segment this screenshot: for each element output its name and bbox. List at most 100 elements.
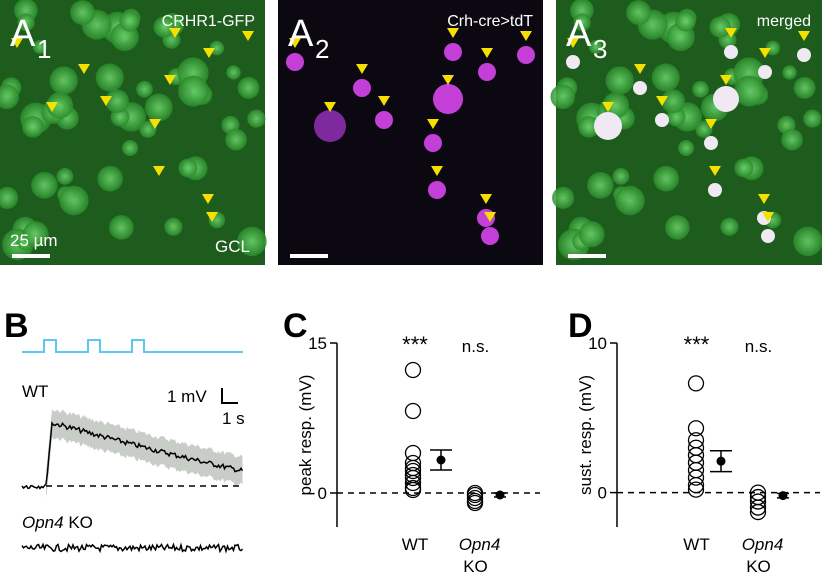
arrowhead xyxy=(206,212,218,222)
cell xyxy=(758,65,772,79)
arrowhead xyxy=(378,96,390,106)
cell xyxy=(226,65,241,80)
panel-letter: B xyxy=(4,307,29,345)
panel-letter: D xyxy=(568,307,593,345)
arrowhead xyxy=(46,102,58,112)
cell xyxy=(353,79,371,97)
cell xyxy=(765,40,781,56)
cell xyxy=(626,0,651,25)
cell xyxy=(70,0,95,25)
trace-label-rest: KO xyxy=(68,513,93,532)
arrowhead xyxy=(720,75,732,85)
cell xyxy=(32,39,47,54)
cell xyxy=(46,92,74,119)
arrowhead xyxy=(100,96,112,106)
cell xyxy=(588,39,603,54)
arrowhead xyxy=(431,166,443,176)
data-point xyxy=(466,494,484,512)
arrowhead xyxy=(324,102,336,112)
x-tick-label: WT xyxy=(683,535,709,554)
arrowhead xyxy=(78,64,90,74)
cell xyxy=(793,226,822,257)
scale-label: 25 µm xyxy=(10,231,58,250)
data-point xyxy=(404,402,422,420)
cell xyxy=(651,63,680,92)
cell xyxy=(803,109,822,128)
cell xyxy=(444,43,462,61)
x-tick-label-line: KO xyxy=(746,557,771,576)
annotation: n.s. xyxy=(462,337,489,356)
y-tick-label: 0 xyxy=(318,484,327,503)
cell xyxy=(797,48,811,62)
cell xyxy=(578,221,605,248)
cell xyxy=(552,186,575,209)
arrowhead xyxy=(520,31,532,41)
panel-subscript: 3 xyxy=(593,34,607,64)
cell xyxy=(314,110,346,142)
cell xyxy=(709,16,731,38)
cell xyxy=(122,139,139,157)
cell xyxy=(594,112,622,140)
x-tick-label: Opn4 KO xyxy=(459,535,501,576)
arrowhead xyxy=(762,212,774,222)
x-tick-label-line: Opn4 xyxy=(459,535,501,554)
arrowhead xyxy=(202,194,214,204)
cell xyxy=(661,89,685,114)
x-tick-label-line: KO xyxy=(463,557,488,576)
arrowhead xyxy=(725,28,737,38)
arrowhead xyxy=(427,119,439,129)
cell xyxy=(781,128,803,151)
panel-letter: A xyxy=(288,13,314,55)
cell xyxy=(247,109,266,128)
image-caption: CRHR1-GFP xyxy=(162,13,255,30)
data-point xyxy=(687,420,705,437)
trace-ko xyxy=(21,542,244,554)
trace-label-italic: Opn4 xyxy=(22,513,64,532)
cell xyxy=(17,13,35,32)
cell xyxy=(433,84,463,114)
cell xyxy=(605,66,634,95)
cell xyxy=(602,92,630,119)
cell xyxy=(49,66,78,95)
cell xyxy=(481,227,499,245)
cell xyxy=(782,65,797,80)
cell xyxy=(424,134,442,152)
annotation: *** xyxy=(402,332,428,357)
cell xyxy=(734,158,754,178)
cell xyxy=(109,215,134,240)
arrowhead xyxy=(356,64,368,74)
cell xyxy=(22,221,49,248)
arrowhead xyxy=(480,194,492,204)
cell xyxy=(95,63,124,92)
cell xyxy=(633,81,647,95)
trace-label: WT xyxy=(22,382,48,401)
mean-point xyxy=(436,455,446,465)
panel-subscript: 1 xyxy=(37,34,51,64)
x-tick-label: Opn4 KO xyxy=(742,535,784,576)
trace-sem xyxy=(46,408,243,498)
cell xyxy=(286,53,304,71)
cell xyxy=(587,172,614,199)
panel-letter: C xyxy=(283,307,308,345)
cell xyxy=(653,165,679,192)
data-point xyxy=(404,474,422,492)
cell xyxy=(105,89,129,114)
cell xyxy=(178,75,209,107)
cell xyxy=(615,185,645,216)
arrowhead xyxy=(242,31,254,41)
cell xyxy=(708,183,722,197)
y-axis-label: sust. resp. (mV) xyxy=(576,375,595,495)
cell xyxy=(375,111,393,129)
arrowhead xyxy=(709,166,721,176)
data-point xyxy=(687,476,705,494)
cell xyxy=(734,75,765,107)
arrowhead xyxy=(484,212,496,222)
arrowhead xyxy=(164,75,176,85)
arrowhead xyxy=(442,75,454,85)
x-tick-label-line: Opn4 xyxy=(742,535,784,554)
cell xyxy=(573,13,591,32)
scale-label: 1 mV xyxy=(167,387,207,406)
data-point xyxy=(749,493,767,510)
mean-point xyxy=(778,491,788,501)
